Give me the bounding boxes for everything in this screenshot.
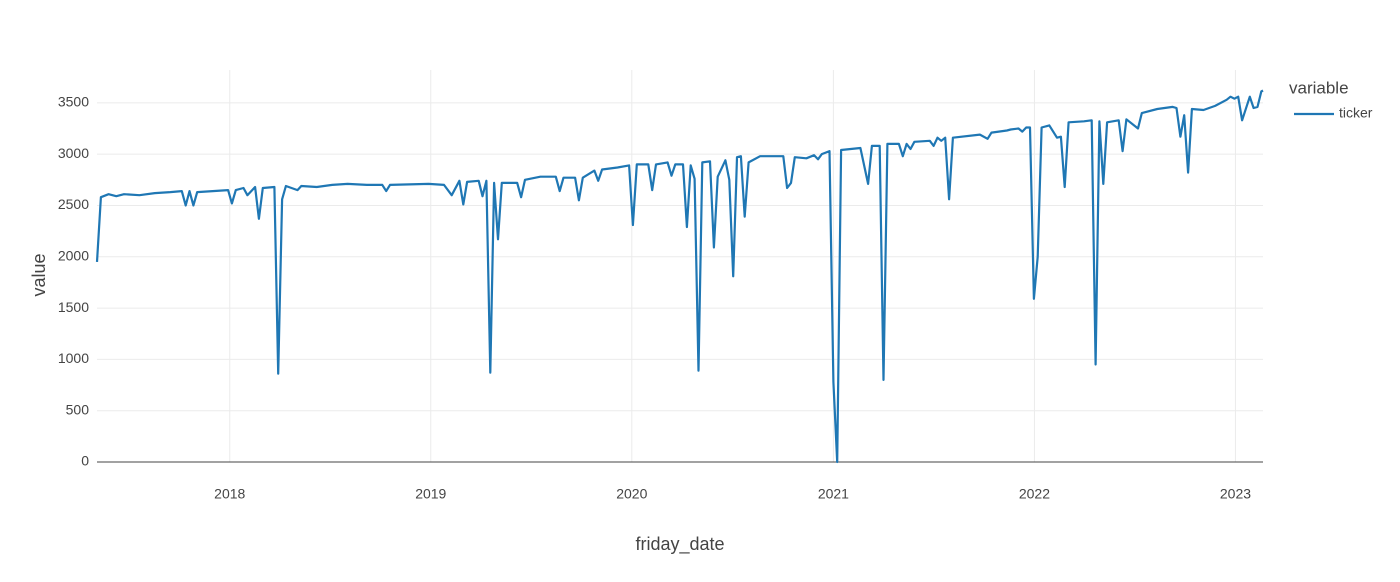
- y-tick-label: 0: [81, 453, 89, 469]
- x-axis-title: friday_date: [635, 534, 724, 555]
- data-line: [95, 89, 1264, 464]
- legend-title: variable: [1289, 78, 1349, 97]
- y-tick-label: 1500: [58, 299, 89, 315]
- x-tick-label: 2023: [1220, 486, 1251, 502]
- y-tick-label: 2500: [58, 196, 89, 212]
- x-tick-label: 2020: [616, 486, 647, 502]
- x-tick-label: 2022: [1019, 486, 1050, 502]
- y-axis-title: value: [29, 253, 49, 296]
- y-tick-label: 2000: [58, 247, 89, 263]
- y-tick-label: 500: [66, 401, 90, 417]
- y-tick-label: 3000: [58, 145, 89, 161]
- x-tick-label: 2018: [214, 486, 245, 502]
- x-tick-label: 2021: [818, 486, 849, 502]
- y-tick-label: 1000: [58, 350, 89, 366]
- legend-label: ticker: [1339, 105, 1373, 121]
- x-tick-label: 2019: [415, 486, 446, 502]
- y-tick-label: 3500: [58, 94, 89, 110]
